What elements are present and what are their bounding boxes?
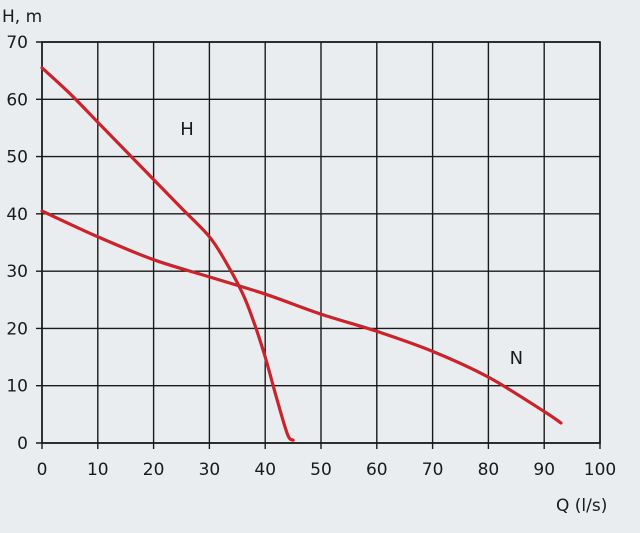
series: HN	[40, 66, 563, 442]
x-axis-label: Q (l/s)	[556, 496, 607, 516]
y-tick-label: 10	[6, 377, 28, 397]
series-line-h	[40, 66, 295, 442]
series-label-h: H	[180, 119, 194, 140]
x-tick-label: 100	[584, 460, 616, 480]
y-tick-labels: 0 10 20 30 40 50 60 70	[6, 33, 28, 454]
x-tick-label: 80	[478, 460, 500, 480]
y-tick-label: 60	[6, 90, 28, 110]
x-tick-label: 10	[87, 460, 109, 480]
x-tick-label: 20	[143, 460, 165, 480]
y-tick-label: 70	[6, 33, 28, 53]
x-tick-label: 60	[366, 460, 388, 480]
x-tick-label: 70	[422, 460, 444, 480]
x-tick-label: 90	[533, 460, 555, 480]
x-tick-labels: 0 10 20 30 40 50 60 70 80 90 100	[37, 460, 617, 480]
plot-frame	[41, 41, 601, 444]
y-tick-label: 50	[6, 148, 28, 168]
y-tick-label: 30	[6, 262, 28, 282]
x-tick-label: 30	[199, 460, 221, 480]
y-tick-label: 0	[17, 434, 28, 454]
y-tick-label: 20	[6, 319, 28, 339]
x-tick-label: 40	[254, 460, 276, 480]
y-tick-label: 40	[6, 205, 28, 225]
x-tick-label: 50	[310, 460, 332, 480]
x-tick-label: 0	[37, 460, 48, 480]
series-label-n: N	[510, 348, 523, 369]
series-line-n	[40, 209, 563, 425]
y-axis-label: H, m	[2, 7, 42, 27]
